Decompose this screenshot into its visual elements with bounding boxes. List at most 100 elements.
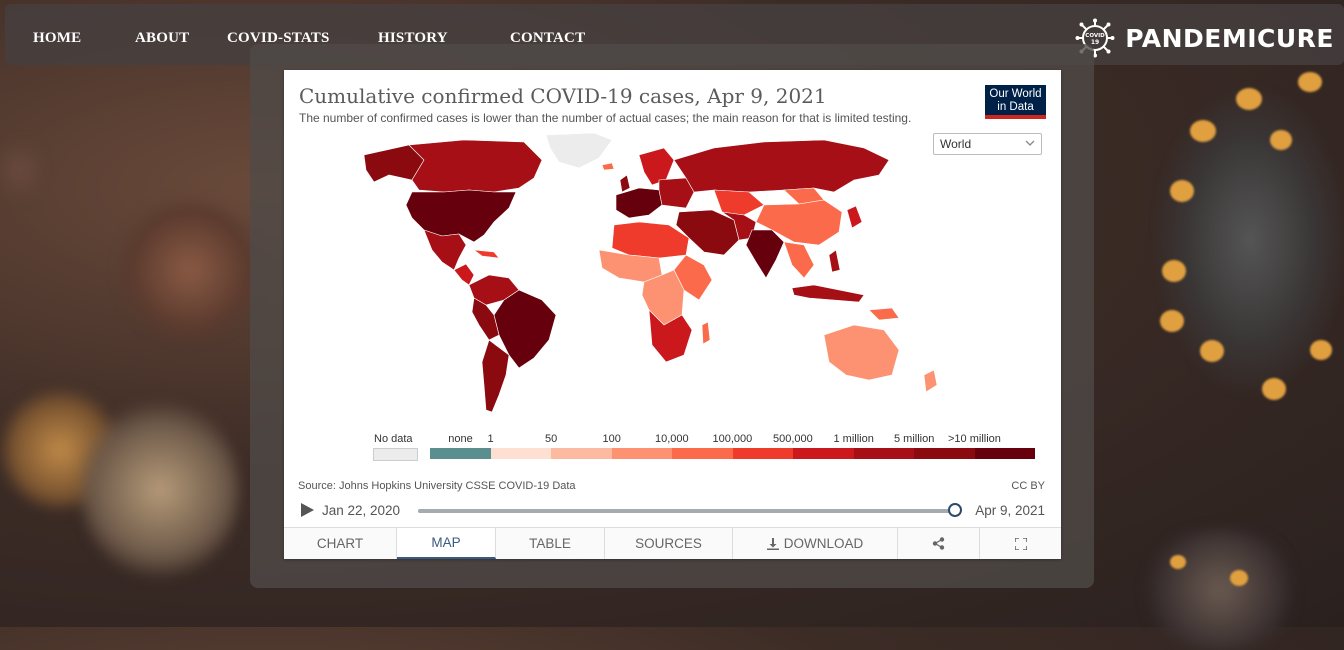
timeline-end-date[interactable]: Apr 9, 2021 [975,503,1045,518]
legend-label: 100,000 [712,433,753,445]
tab-map[interactable]: MAP [397,528,496,559]
map-region-argentina [481,339,510,413]
chart-tabs: CHART MAP TABLE SOURCES DOWNLOAD [284,527,1061,560]
region-select-value: World [940,137,972,151]
svg-text:19: 19 [1091,39,1099,46]
legend-label: 50 [545,433,558,445]
tab-table[interactable]: TABLE [496,528,605,559]
map-region-southeast-asia [783,241,815,279]
legend-swatch[interactable] [611,448,672,459]
download-icon [766,537,779,550]
nav-covid-stats[interactable]: COVID-STATS [227,30,330,46]
brand[interactable]: COVID 19 PANDEMICURE [1075,18,1334,58]
map-region-southern-africa [648,309,693,363]
legend-swatch[interactable] [430,448,491,459]
legend-label: >10 million [948,433,1001,445]
fullscreen-button[interactable] [980,528,1061,559]
background-virus [120,200,260,340]
background-virus [0,130,40,210]
owid-logo-line1: Our World [989,88,1042,100]
map-region-iceland [601,162,615,171]
map-region-canada [408,139,543,193]
play-icon[interactable] [300,503,314,517]
world-choropleth-map[interactable] [294,130,954,420]
background-virus-spike [1200,340,1224,362]
legend-swatch-no-data[interactable] [373,448,418,461]
owid-logo-line2: in Data [997,101,1034,113]
background-virus [80,400,240,580]
tab-download[interactable]: DOWNLOAD [733,528,898,559]
map-region-madagascar [701,321,711,345]
background-virus-spike [1262,378,1286,400]
timeline-start-date[interactable]: Jan 22, 2020 [322,503,401,518]
background-virus-spike [1230,570,1248,586]
legend-swatch[interactable] [853,448,914,459]
legend-swatch[interactable] [914,448,975,459]
legend-label: 500,000 [773,433,813,445]
timeline-slider[interactable] [418,503,962,517]
nav-about[interactable]: ABOUT [135,30,190,46]
map-region-middle-east [675,209,740,256]
legend-label: 10,000 [655,433,689,445]
legend-swatch[interactable] [732,448,793,459]
chart-title: Cumulative confirmed COVID-19 cases, Apr… [299,84,827,108]
tab-sources[interactable]: SOURCES [605,528,733,559]
brand-name: PANDEMICURE [1125,23,1334,53]
map-region-russia [673,139,890,193]
map-region-kazakhstan [713,189,765,216]
map-region-usa [405,189,517,243]
timeline-slider-handle[interactable] [948,503,962,517]
timeline-slider-fill [418,509,955,513]
legend-swatch[interactable] [490,448,551,459]
map-region-greenland [545,132,613,169]
chart-source[interactable]: Source: Johns Hopkins University CSSE CO… [298,480,576,492]
legend-label: 100 [602,433,621,445]
map-region-mexico [423,229,467,271]
legend-label: 1 million [833,433,874,445]
map-region-caribbean [472,249,500,259]
map-region-indonesia [791,284,865,303]
map-region-north-africa [611,221,690,259]
owid-chart-card: Cumulative confirmed COVID-19 cases, Apr… [284,70,1061,559]
map-region-papua [868,307,900,321]
background-virus [1140,530,1300,650]
background-virus-spike [1162,260,1186,282]
license-label[interactable]: CC BY [1011,480,1045,492]
legend-swatch[interactable] [672,448,733,459]
legend-swatch[interactable] [551,448,612,459]
legend-label: 1 [487,433,494,445]
nav-history[interactable]: HISTORY [378,30,448,46]
tab-download-label: DOWNLOAD [783,536,864,551]
background-virus-spike [1270,130,1292,150]
map-region-new-zealand [923,369,938,393]
fullscreen-icon [1014,537,1027,550]
chevron-down-icon [1025,140,1035,146]
background-virus-spike [1170,555,1186,569]
map-region-central-america [453,263,475,286]
background-virus-spike [1298,72,1322,92]
owid-logo[interactable]: Our World in Data [985,85,1046,119]
legend-swatch[interactable] [793,448,854,459]
legend-label: 5 million [894,433,935,445]
background-virus-spike [1160,310,1184,332]
background-virus-spike [1190,120,1216,142]
legend-label: none [448,433,473,445]
map-region-philippines [828,249,841,273]
tab-sources-label: SOURCES [635,536,702,551]
tab-chart-label: CHART [316,536,364,551]
map-region-australia [823,324,900,381]
chart-subtitle: The number of confirmed cases is lower t… [299,111,912,125]
region-select[interactable]: World [933,133,1042,155]
legend-swatch[interactable] [974,448,1035,459]
tab-table-label: TABLE [529,536,571,551]
background-virus-spike [1310,340,1332,360]
map-region-peru [471,297,500,341]
nav-contact[interactable]: CONTACT [510,30,586,46]
nav-home[interactable]: HOME [33,30,82,46]
map-region-china [755,199,843,246]
tab-chart[interactable]: CHART [284,528,397,559]
share-button[interactable] [898,528,980,559]
legend-label-no-data: No data [374,433,413,445]
map-region-western-europe [615,187,663,219]
map-region-uk [619,174,631,193]
